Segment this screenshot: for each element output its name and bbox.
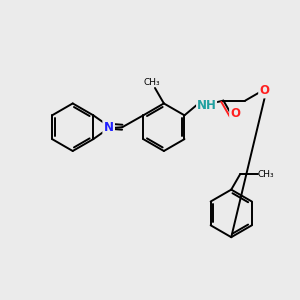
Text: O: O <box>104 121 114 134</box>
Text: CH₃: CH₃ <box>144 78 160 87</box>
Text: N: N <box>104 121 114 134</box>
Text: O: O <box>260 84 269 97</box>
Text: O: O <box>230 106 240 120</box>
Text: NH: NH <box>196 99 217 112</box>
Text: CH₃: CH₃ <box>258 170 274 179</box>
